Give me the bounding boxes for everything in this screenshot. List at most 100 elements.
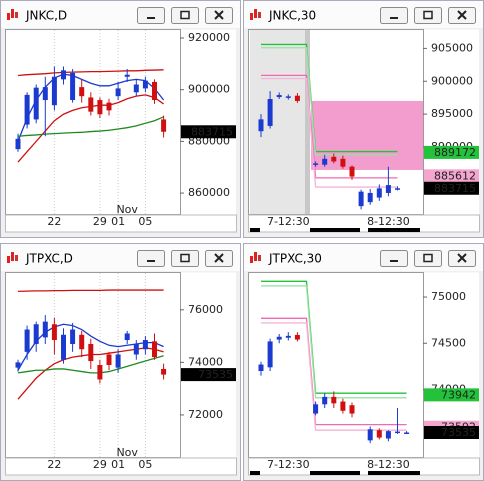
- candle-body: [258, 119, 264, 132]
- candle-body: [340, 401, 346, 411]
- restore-button[interactable]: [171, 7, 199, 24]
- restore-button[interactable]: [414, 7, 442, 24]
- candle-body: [79, 334, 85, 350]
- button-glyph: [180, 10, 190, 20]
- candle-body: [15, 362, 21, 368]
- candle-body: [97, 365, 103, 380]
- x-tick-label: 22: [47, 215, 61, 228]
- candle-body: [42, 87, 48, 101]
- minimize-button[interactable]: [380, 250, 408, 267]
- x-tick-label: Nov: [116, 446, 138, 459]
- y-tick-label: 920000: [188, 31, 230, 44]
- plot: [15, 273, 167, 457]
- candle-body: [51, 76, 57, 106]
- window-icon: [7, 252, 18, 263]
- candle-body: [124, 333, 130, 341]
- candle-body: [340, 158, 346, 167]
- button-glyph: [423, 253, 433, 263]
- candle-body: [124, 74, 130, 77]
- minimize-button[interactable]: [137, 250, 165, 267]
- candle-body: [42, 321, 48, 338]
- y-tick-label: 900000: [431, 74, 473, 87]
- candle-body: [106, 354, 112, 365]
- time-axis: [248, 457, 480, 476]
- chart-window: JNKC,308900008950009000009050007-12:308-…: [243, 0, 484, 238]
- restore-button[interactable]: [171, 250, 199, 267]
- candle-body: [33, 324, 39, 344]
- icon-bar: [254, 252, 257, 261]
- icon-bar: [258, 12, 261, 18]
- icon-bar: [250, 13, 253, 20]
- window-title: JTPXC,30: [268, 252, 322, 266]
- indicator-line: [17, 116, 164, 137]
- candle-body: [376, 188, 382, 198]
- x-tick-label: 8-12:30: [367, 215, 410, 228]
- close-button[interactable]: [448, 250, 476, 267]
- candle-body: [152, 341, 157, 358]
- minimize-button[interactable]: [380, 7, 408, 24]
- x-tick-label: 8-12:30: [367, 458, 410, 471]
- minimize-button[interactable]: [137, 7, 165, 24]
- price-label-box: [424, 388, 479, 402]
- icon-bar: [15, 255, 18, 261]
- x-tick-label: 05: [138, 458, 152, 471]
- title-bar: [1, 244, 240, 271]
- candle-body: [51, 324, 57, 341]
- candle-body: [385, 431, 391, 439]
- price-label: 73535: [198, 368, 233, 381]
- price-label: 883715: [434, 182, 476, 195]
- close-button[interactable]: [448, 7, 476, 24]
- plot: [258, 280, 410, 444]
- candle-body: [395, 431, 400, 434]
- button-glyph: [390, 260, 398, 262]
- close-button[interactable]: [205, 7, 233, 24]
- window-icon: [250, 9, 261, 20]
- button-glyph: [214, 253, 224, 263]
- candle-body: [115, 354, 121, 368]
- candle-body: [367, 192, 373, 203]
- candle-body: [97, 100, 103, 115]
- close-button[interactable]: [205, 250, 233, 267]
- plot-area: [248, 272, 424, 458]
- session-bar: [310, 471, 360, 475]
- indicator-line: [17, 73, 165, 142]
- button-glyph: [214, 10, 224, 20]
- candle-body: [258, 364, 264, 372]
- x-tick-label: 29: [93, 215, 107, 228]
- icon-bar: [7, 13, 10, 20]
- plot-area: [5, 29, 181, 215]
- icon-bar: [11, 252, 14, 261]
- candle-body: [70, 329, 76, 344]
- session-bar: [250, 471, 260, 475]
- candle-body: [152, 81, 157, 101]
- button-face: [137, 7, 165, 24]
- candle-body: [161, 119, 167, 132]
- window-icon: [7, 9, 18, 20]
- candle-body: [276, 95, 282, 98]
- candle-body: [322, 396, 328, 405]
- candle-body: [376, 430, 382, 438]
- button-face: [171, 7, 199, 24]
- candle-body: [404, 432, 410, 434]
- x-tick-label: 01: [111, 215, 125, 228]
- plot-area: [5, 272, 181, 458]
- indicator-line: [17, 289, 164, 293]
- y-tick-label: 905000: [431, 41, 473, 54]
- price-label-box: [181, 368, 236, 382]
- indicator-line: [261, 43, 398, 153]
- candle-body: [33, 87, 39, 120]
- candle-body: [79, 87, 85, 97]
- y-tick-label: 75000: [431, 290, 466, 303]
- price-label-box: [424, 169, 479, 183]
- restore-button[interactable]: [414, 250, 442, 267]
- button-glyph: [180, 253, 190, 263]
- session-bar: [368, 471, 420, 475]
- icon-bar: [258, 255, 261, 261]
- x-tick-label: Nov: [116, 203, 138, 216]
- candle-body: [395, 188, 400, 190]
- candle-body: [161, 368, 167, 375]
